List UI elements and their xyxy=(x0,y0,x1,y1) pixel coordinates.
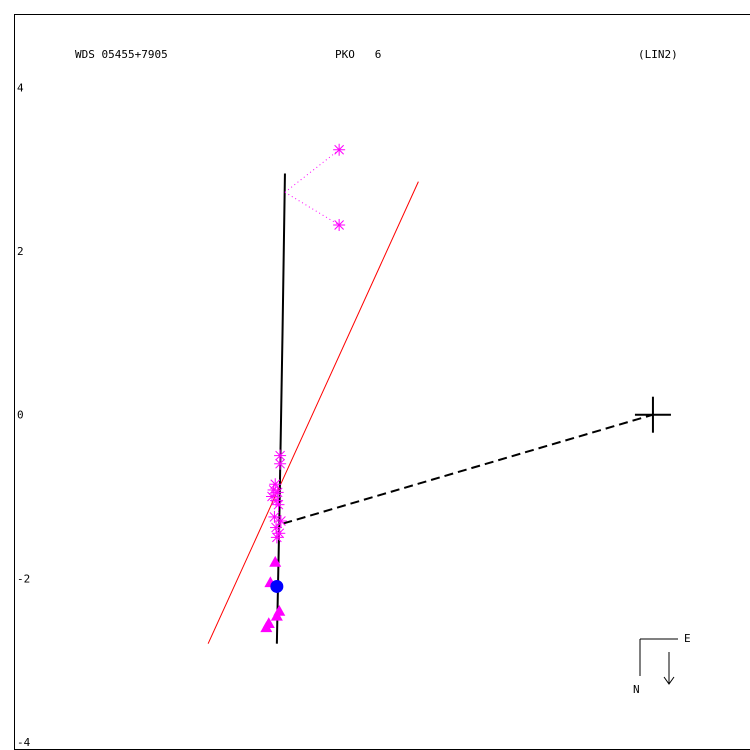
asterisk-stroke xyxy=(275,458,285,469)
fit-line xyxy=(207,181,419,644)
header-center: PKO 6 xyxy=(335,48,381,61)
asterisk-stroke xyxy=(271,495,281,506)
y-tick-label: 2 xyxy=(17,245,24,258)
triangle-point xyxy=(270,609,283,621)
compass-indicator: E N xyxy=(633,632,691,696)
asterisk-stroke xyxy=(271,522,281,533)
y-tick-label: -4 xyxy=(17,736,31,749)
asterisk-stroke xyxy=(275,450,285,461)
y-axis-tick-labels: 4 2 0 -2 -4 xyxy=(17,82,31,749)
asterisk-point xyxy=(333,143,346,156)
residual-line xyxy=(284,191,340,226)
asterisk-point xyxy=(267,483,280,496)
periastron-dashed-line xyxy=(283,413,654,525)
asterisk-point xyxy=(274,515,287,528)
asterisk-point xyxy=(268,510,281,523)
asterisk-stroke xyxy=(268,485,279,495)
chart-marks xyxy=(207,143,671,644)
asterisk-stroke xyxy=(269,512,280,522)
header-left: WDS 05455+7905 xyxy=(75,48,168,61)
asterisk-point xyxy=(272,498,285,511)
compass-east-label: E xyxy=(684,632,691,645)
compass-arrow-head xyxy=(663,676,675,685)
compass-north-label: N xyxy=(633,683,640,696)
circle-point xyxy=(270,579,284,593)
asterisk-point xyxy=(274,457,287,470)
asterisk-stroke xyxy=(273,499,284,510)
asterisk-stroke xyxy=(270,479,281,490)
y-tick-label: 4 xyxy=(17,82,24,95)
asterisk-stroke xyxy=(272,487,283,498)
asterisk-point xyxy=(333,218,346,231)
asterisk-stroke xyxy=(334,144,344,155)
y-tick-label: -2 xyxy=(17,572,30,585)
asterisk-stroke xyxy=(272,532,282,543)
residual-line xyxy=(284,149,340,193)
header-right: (LIN2) xyxy=(638,48,678,61)
triangle-point xyxy=(269,555,282,567)
triangle-point xyxy=(260,621,273,633)
asterisk-point xyxy=(270,531,283,544)
asterisk-stroke xyxy=(334,220,344,230)
y-tick-label: 0 xyxy=(17,409,24,422)
orbit-line xyxy=(275,173,286,644)
asterisk-stroke xyxy=(276,516,286,526)
